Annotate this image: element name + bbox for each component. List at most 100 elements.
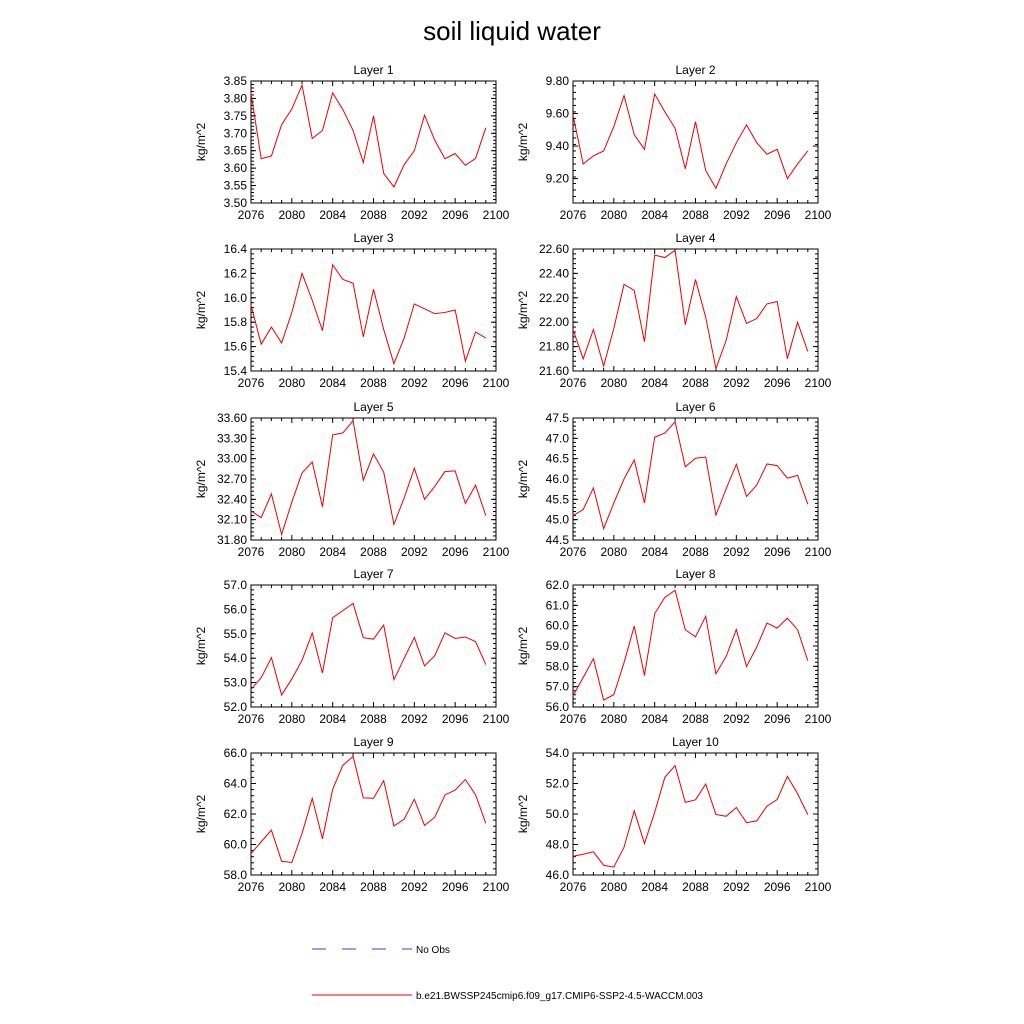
y-axis-label: kg/m^2 [516,795,530,834]
x-tick-label: 2096 [764,712,791,726]
y-tick-label: 61.0 [546,598,570,612]
x-tick-label: 2092 [401,545,428,559]
y-tick-label: 3.50 [224,196,248,210]
x-tick-label: 2080 [600,880,627,894]
y-axis-label: kg/m^2 [516,123,530,162]
x-tick-label: 2076 [560,712,587,726]
x-tick-label: 2080 [278,545,305,559]
plot-frame [250,752,497,876]
y-tick-label: 59.0 [546,639,570,653]
y-tick-label: 46.0 [546,868,570,882]
y-tick-label: 9.20 [546,172,570,186]
series-line-1 [572,92,809,190]
plot-frame [572,417,819,541]
y-tick-label: 22.00 [539,315,569,329]
y-tick-label: 32.10 [217,513,247,527]
x-tick-label: 2092 [723,545,750,559]
y-tick-label: 31.80 [217,533,247,547]
x-tick-label: 2084 [641,545,668,559]
chart-panel-10: Layer 10 2076 2080 2084 2088 2092 2096 2100 46.0… [516,735,832,894]
y-tick-label: 60.0 [224,838,248,852]
series-line-1 [250,602,487,697]
plot-frame [572,584,819,708]
x-tick-label: 2092 [401,376,428,390]
x-tick-label: 2100 [805,208,832,222]
x-tick-label: 2092 [723,376,750,390]
plot-frame [250,584,497,708]
y-tick-label: 45.5 [546,492,570,506]
y-tick-label: 33.00 [217,452,247,466]
y-tick-label: 21.60 [539,364,569,378]
y-tick-label: 57.0 [546,680,570,694]
y-tick-label: 22.40 [539,266,569,280]
plot-frame [250,417,497,541]
series-line-1 [250,263,487,366]
y-tick-label: 3.85 [224,74,248,88]
x-tick-label: 2076 [238,545,265,559]
y-tick-label: 64.0 [224,777,248,791]
y-tick-label: 9.60 [546,107,570,121]
y-tick-label: 54.0 [224,651,248,665]
x-tick-label: 2084 [319,208,346,222]
y-tick-label: 56.0 [546,700,570,714]
x-tick-label: 2092 [401,880,428,894]
y-tick-label: 62.0 [224,807,248,821]
y-axis-label: kg/m^2 [194,291,208,330]
x-tick-label: 2080 [278,376,305,390]
x-tick-label: 2088 [360,880,387,894]
y-tick-label: 55.0 [224,627,248,641]
y-tick-label: 3.75 [224,109,248,123]
y-tick-label: 66.0 [224,746,248,760]
y-tick-label: 16.2 [224,266,248,280]
chart-panel-5: Layer 5 2076 2080 2084 2088 2092 2096 2100 31.80… [194,400,510,559]
panel-title: Layer 6 [675,400,715,414]
y-tick-label: 48.0 [546,838,570,852]
x-tick-label: 2080 [600,376,627,390]
y-tick-label: 3.65 [224,144,248,158]
x-tick-label: 2076 [238,208,265,222]
x-tick-label: 2100 [805,376,832,390]
x-tick-label: 2096 [442,880,469,894]
y-tick-label: 16.0 [224,291,248,305]
series-line-1 [250,419,487,537]
x-tick-label: 2092 [401,712,428,726]
x-tick-label: 2088 [682,545,709,559]
y-tick-label: 60.0 [546,619,570,633]
y-tick-label: 22.20 [539,291,569,305]
x-tick-label: 2084 [319,376,346,390]
x-tick-label: 2076 [560,545,587,559]
x-tick-label: 2084 [641,880,668,894]
y-tick-label: 15.8 [224,315,248,329]
x-tick-label: 2084 [319,545,346,559]
series-line-1 [572,764,809,868]
series-line-1 [250,83,487,188]
x-tick-label: 2096 [764,376,791,390]
x-tick-label: 2088 [360,712,387,726]
x-tick-label: 2100 [483,545,510,559]
y-tick-label: 16.4 [224,242,248,256]
panel-title: Layer 7 [353,567,393,581]
x-tick-label: 2096 [442,208,469,222]
x-tick-label: 2088 [682,376,709,390]
y-axis-label: kg/m^2 [194,627,208,666]
x-tick-label: 2096 [764,880,791,894]
chart-panel-8: Layer 8 2076 2080 2084 2088 2092 2096 2100 56.0 5… [516,567,832,726]
x-tick-label: 2100 [483,880,510,894]
y-tick-label: 3.70 [224,126,248,140]
y-axis-label: kg/m^2 [516,291,530,330]
panel-title: Layer 8 [675,567,715,581]
chart-panel-6: Layer 6 2076 2080 2084 2088 2092 2096 2100 44.5 4… [516,400,832,559]
x-tick-label: 2092 [723,208,750,222]
x-tick-label: 2088 [682,880,709,894]
legend: No Obs b.e21.BWSSP245cmip6.f09_g17.CMIP6… [312,945,703,1002]
x-tick-label: 2084 [641,208,668,222]
y-tick-label: 57.0 [224,578,248,592]
chart-panel-7: Layer 7 2076 2080 2084 2088 2092 2096 2100 52.0 5… [194,567,510,726]
x-tick-label: 2076 [238,376,265,390]
x-tick-label: 2096 [442,545,469,559]
x-tick-label: 2088 [360,208,387,222]
plot-frame [250,248,497,372]
x-tick-label: 2088 [360,545,387,559]
y-tick-label: 9.40 [546,139,570,153]
